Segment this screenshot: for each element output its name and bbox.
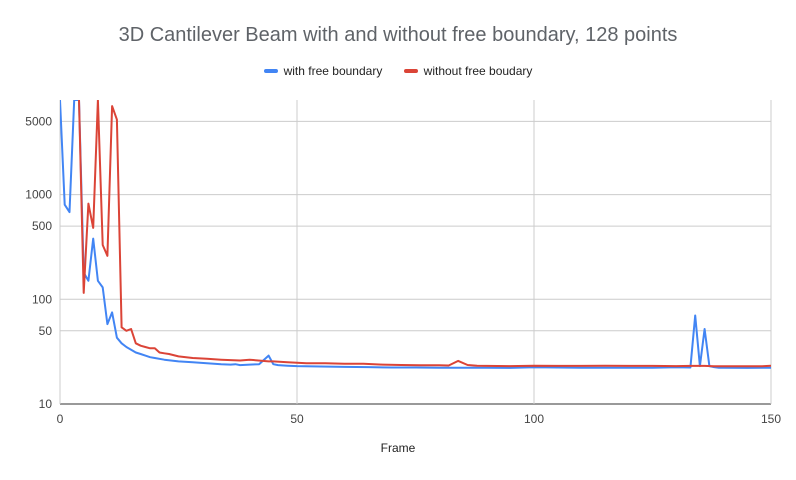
x-tick-label: 0 bbox=[57, 412, 64, 426]
y-tick-label: 10 bbox=[39, 397, 53, 411]
chart-title: 3D Cantilever Beam with and without free… bbox=[118, 24, 678, 46]
x-tick-label: 150 bbox=[761, 412, 781, 426]
y-tick-label: 5000 bbox=[25, 114, 52, 128]
y-tick-label: 50 bbox=[39, 324, 53, 338]
x-axis-label: Frame bbox=[380, 441, 416, 455]
legend-item-without-free-boundary: without free boudary bbox=[403, 64, 533, 78]
series-path bbox=[78, 100, 771, 368]
x-tick-label: 50 bbox=[290, 412, 304, 426]
series-line-with-free-boundary bbox=[60, 100, 771, 369]
legend-item-with-free-boundary: with free boundary bbox=[263, 64, 383, 78]
legend-swatch-without-free-boundary bbox=[403, 69, 418, 73]
legend-swatch-with-free-boundary bbox=[263, 69, 278, 73]
y-tick-label: 500 bbox=[32, 219, 52, 233]
series-line-without-free-boundary bbox=[78, 100, 771, 368]
y-tick-label: 100 bbox=[32, 292, 52, 306]
legend-label-without-free-boundary: without free boudary bbox=[423, 64, 533, 78]
legend-label-with-free-boundary: with free boundary bbox=[283, 64, 383, 78]
x-tick-label: 100 bbox=[524, 412, 544, 426]
y-tick-label: 1000 bbox=[25, 188, 52, 202]
legend: with free boundary without free boudary bbox=[0, 62, 796, 78]
series-path bbox=[60, 100, 771, 369]
